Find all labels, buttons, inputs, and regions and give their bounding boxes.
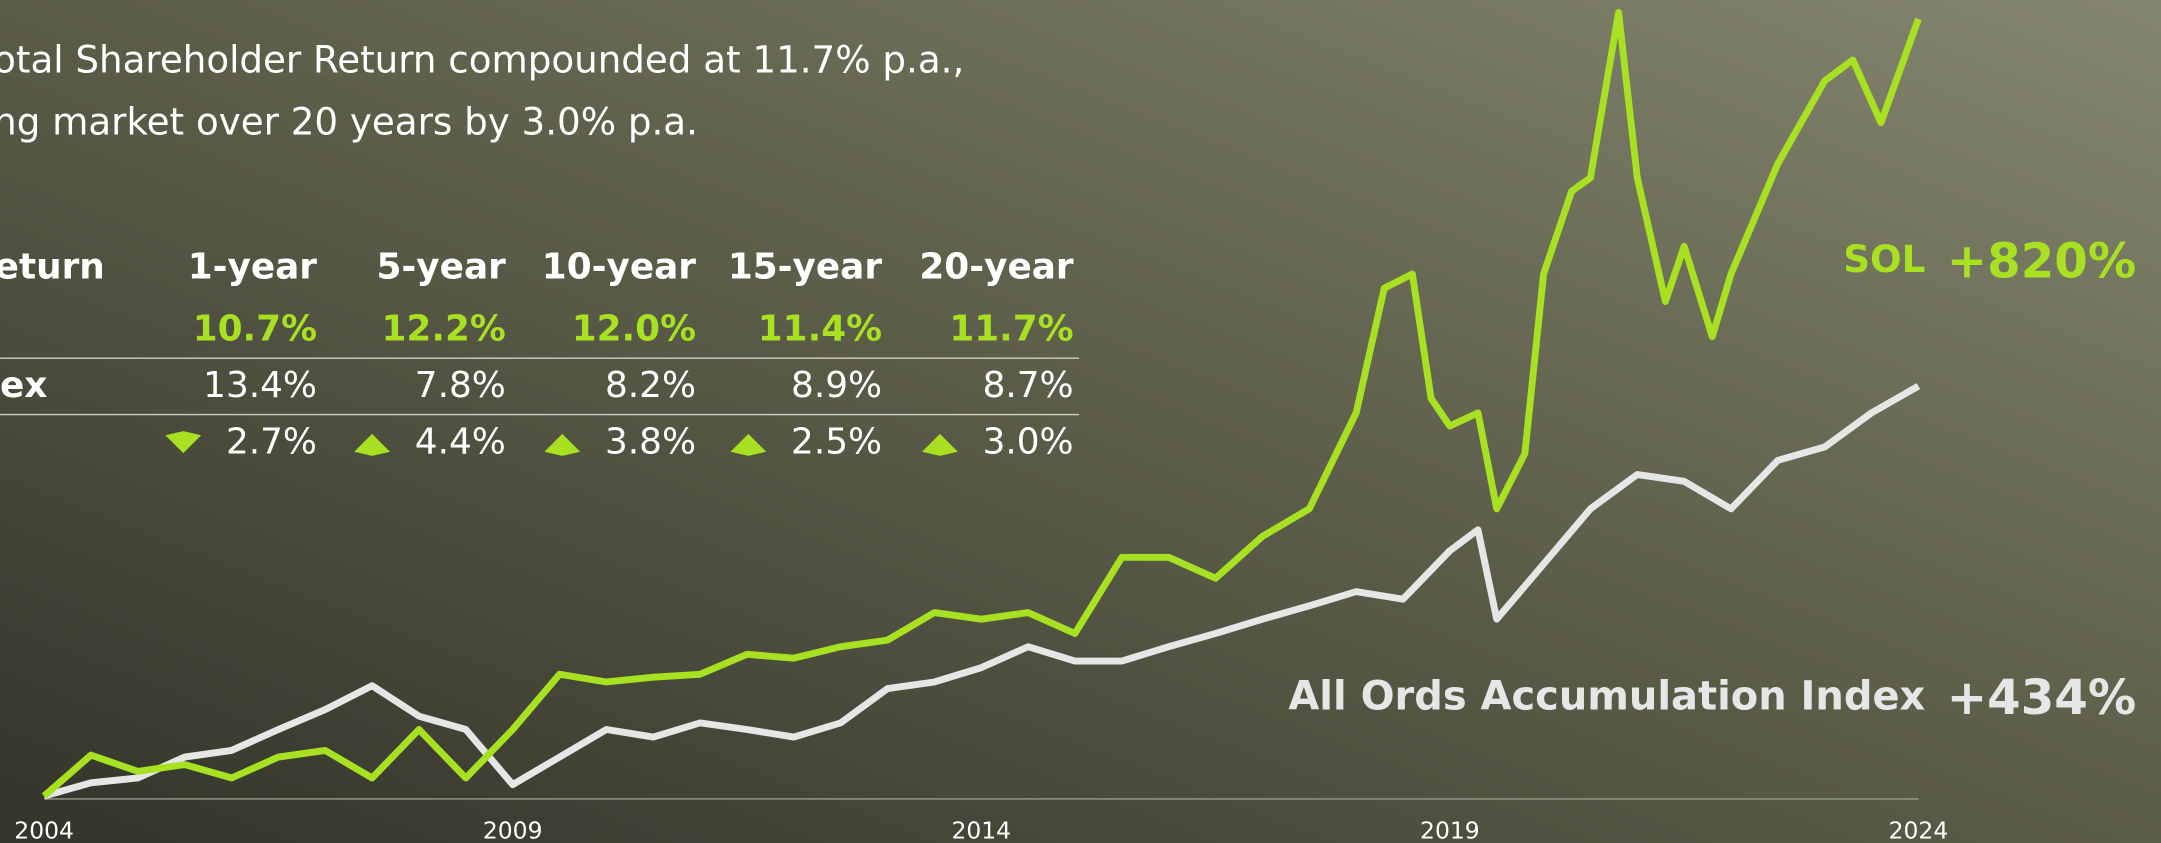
header-line: ng market over 20 years by 3.0% p.a. [0, 99, 698, 143]
change-marker [544, 433, 581, 456]
x-tick-label: 2019 [1420, 816, 1480, 843]
table-cell: 8.2% [605, 365, 696, 406]
change-marker [165, 431, 202, 454]
table-cell: 12.0% [572, 309, 696, 350]
table-cell: 3.8% [605, 422, 696, 463]
change-marker [730, 433, 767, 456]
table-cell: 4.4% [415, 422, 506, 463]
table-cell: 11.7% [949, 309, 1073, 350]
table-cell: 10.7% [193, 309, 317, 350]
table-header: 5-year [377, 247, 507, 288]
series-name: SOL [1843, 237, 1925, 281]
table-header: 10-year [542, 247, 697, 288]
header-line: otal Shareholder Return compounded at 11… [0, 37, 964, 81]
table-header: 20-year [919, 247, 1074, 288]
table-header: return [0, 247, 105, 288]
table-header: 1-year [188, 247, 318, 288]
change-marker [922, 433, 958, 456]
table-cell: 12.2% [382, 309, 506, 350]
series-end-label: +434% [1947, 670, 2136, 726]
table-cell: 13.4% [203, 365, 317, 406]
change-marker [354, 433, 391, 456]
table-cell: 8.9% [791, 365, 882, 406]
table-cell: 7.8% [415, 365, 506, 406]
table-cell: 2.7% [226, 422, 317, 463]
table-cell: 8.7% [983, 365, 1074, 406]
table-cell: 2.5% [791, 422, 882, 463]
x-tick-label: 2004 [14, 816, 74, 843]
row-label: ex [0, 365, 47, 406]
x-tick-label: 2014 [951, 816, 1011, 843]
table-header: 15-year [728, 247, 883, 288]
x-tick-label: 2009 [483, 816, 543, 843]
series-name: All Ords Accumulation Index [1288, 673, 1925, 719]
table-cell: 3.0% [983, 422, 1074, 463]
series-end-label: +820% [1947, 233, 2136, 289]
series-line [43, 383, 1921, 800]
table-cell: 11.4% [758, 309, 882, 350]
series-line [41, 8, 1922, 799]
x-tick-label: 2024 [1889, 816, 1949, 843]
